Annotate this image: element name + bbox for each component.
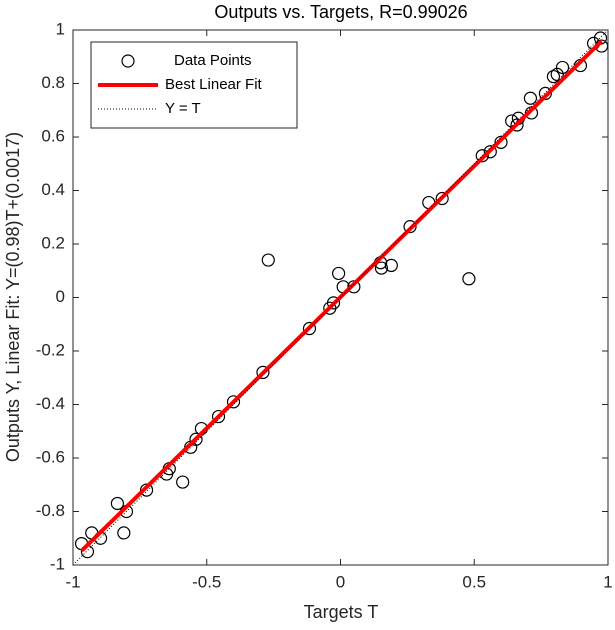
data-point <box>403 220 417 234</box>
data-point <box>326 296 341 310</box>
data-point <box>475 149 489 163</box>
y-tick-label: -1 <box>50 554 65 573</box>
x-tick-label: 1 <box>603 572 612 591</box>
y-tick-label: -0.6 <box>36 447 65 466</box>
x-tick-label: -1 <box>65 572 80 591</box>
x-tick-label: -0.5 <box>192 572 221 591</box>
fit-line <box>80 39 603 553</box>
legend-label: Y = T <box>165 100 201 117</box>
data-point <box>261 253 275 267</box>
y-tick-label: 0.6 <box>41 126 65 145</box>
legend-label: Best Linear Fit <box>165 76 263 93</box>
data-point <box>332 266 346 281</box>
chart-title: Outputs vs. Targets, R=0.99026 <box>214 2 467 22</box>
data-point <box>139 483 154 497</box>
x-tick-label: 0.5 <box>462 572 486 591</box>
data-point <box>384 258 398 272</box>
x-axis-label: Targets T <box>304 602 379 622</box>
y-tick-label: 0.4 <box>41 180 65 199</box>
legend-key <box>121 54 135 68</box>
x-tick-label: 0 <box>336 572 345 591</box>
data-point <box>302 321 317 336</box>
data-point <box>462 272 476 286</box>
data-point <box>189 432 203 446</box>
data-point <box>110 496 125 511</box>
data-point <box>256 365 270 379</box>
data-point <box>546 69 561 84</box>
y-tick-label: -0.2 <box>36 340 65 359</box>
y-tick-label: 1 <box>56 19 65 38</box>
y-tick-label: -0.4 <box>36 394 65 413</box>
legend-label: Data Points <box>174 52 252 69</box>
y-tick-label: 0.8 <box>41 73 65 92</box>
data-point <box>211 409 226 424</box>
data-point <box>510 118 524 132</box>
identity-line <box>72 29 609 566</box>
data-point <box>483 145 497 159</box>
y-tick-label: 0.2 <box>41 233 65 252</box>
y-tick-label: -0.8 <box>36 501 65 520</box>
data-point <box>226 395 241 409</box>
data-point <box>347 280 361 294</box>
data-point <box>538 86 553 100</box>
data-point <box>374 261 389 275</box>
y-axis-label: Outputs Y, Linear Fit: Y=(0.98)T+(0.0017… <box>3 132 23 462</box>
axes-box <box>72 29 609 566</box>
data-point <box>176 475 190 489</box>
data-point <box>523 91 538 105</box>
y-tick-label: 0 <box>56 287 65 306</box>
data-point <box>117 526 131 540</box>
data-point <box>435 191 449 206</box>
data-point <box>555 60 570 75</box>
